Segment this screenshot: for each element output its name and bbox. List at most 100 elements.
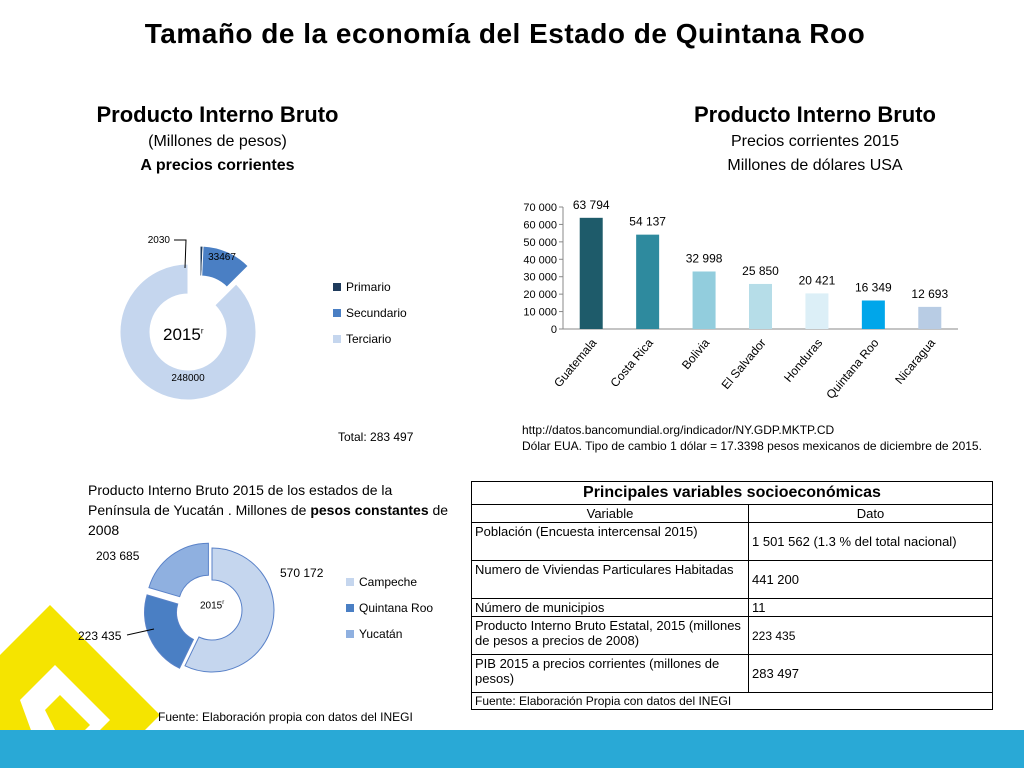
x-category-label: Costa Rica [607,336,656,390]
legend-label: Secundario [346,306,407,320]
legend-swatch [346,630,354,638]
table-header-variable: Variable [471,504,749,523]
left-chart-header: Producto Interno Bruto (Millones de peso… [80,100,355,178]
y-tick-label: 60 000 [523,219,557,231]
x-category-label: Quintana Roo [823,336,882,402]
y-tick-label: 70 000 [523,202,557,214]
x-category-label: Nicaragua [892,336,938,387]
table-cell-variable: Numero de Viviendas Particulares Habitad… [471,560,749,599]
legend-swatch [346,578,354,586]
table-footer: Fuente: Elaboración Propia con datos del… [471,692,993,710]
y-tick-label: 0 [551,324,557,336]
x-category-label: Honduras [781,336,825,385]
state-legend-item: Quintana Roo [346,599,433,617]
x-category-label: Bolivia [679,336,713,372]
table-cell-variable: PIB 2015 a precios corrientes (millones … [471,654,749,693]
bar-bolivia [692,271,716,329]
legend-label: Campeche [359,575,418,589]
table-header-dato: Dato [748,504,993,523]
y-tick-label: 40 000 [523,254,557,266]
sector-legend-item: Primario [333,278,407,296]
right-chart-header: Producto Interno Bruto Precios corriente… [665,100,965,178]
data-label-leader [126,628,155,636]
legend-label: Primario [346,280,391,294]
bar-guatemala [579,217,603,329]
legend-label: Quintana Roo [359,601,434,615]
table-row: Población (Encuesta intercensal 2015) 1 … [471,522,993,561]
left-header-line1: (Millones de pesos) [148,133,287,150]
peninsula-donut-legend: Campeche Quintana Roo Yucatán [346,573,433,651]
bar-nicaragua [918,306,942,329]
sector-donut-chart: 2030 33467 248000 [119,235,257,401]
y-tick-label: 30 000 [523,272,557,284]
socioeconomic-table: Principales variables socioeconómicas Va… [471,481,993,710]
bar-data-label: 20 421 [799,273,836,287]
donut2-center-label: 2015r [200,600,224,611]
donut2-caption-part2: de 2008 [88,502,449,538]
table-cell-variable: Población (Encuesta intercensal 2015) [471,522,749,561]
sector-legend-item: Terciario [333,330,407,348]
donut-data-label: 33467 [208,252,236,263]
donut-data-label: 223 435 [78,629,122,643]
table-cell-dato: 441 200 [748,560,993,599]
left-header-line2: A precios corrientes [140,157,295,174]
donut2-caption-bold: pesos constantes [310,502,429,518]
donut-slice-campeche [184,547,275,673]
donut-data-label: 248000 [171,373,205,384]
bottom-band [0,730,1024,768]
bar-data-label: 12 693 [911,287,948,301]
table-cell-dato: 283 497 [748,654,993,693]
bar-data-label: 16 349 [855,281,892,295]
donut-data-label: 2030 [148,235,171,246]
donut1-center-year: 2015 [163,325,201,344]
legend-swatch [333,309,341,317]
table-row: PIB 2015 a precios corrientes (millones … [471,654,993,693]
bar-data-label: 25 850 [742,264,779,278]
donut1-center-label: 2015r [163,325,204,345]
bar-costa-rica [636,234,660,329]
donut-data-label: 570 172 [280,566,324,580]
sector-donut-legend: Primario Secundario Terciario [333,278,407,356]
state-legend-item: Yucatán [346,625,433,643]
donut-slice-secundario [201,245,249,288]
table-cell-dato: 1 501 562 (1.3 % del total nacional) [748,522,993,561]
donut2-caption-part1: Producto Interno Bruto 2015 de los estad… [88,482,393,518]
legend-swatch [346,604,354,612]
table-title: Principales variables socioeconómicas [471,481,993,505]
x-category-label: Guatemala [551,336,600,390]
data-label-leader [174,239,187,269]
donut1-center-sup: r [200,326,204,336]
sector-legend-item: Secundario [333,304,407,322]
source-note: Dólar EUA. Tipo de cambio 1 dólar = 17.3… [522,439,982,453]
bar-data-label: 54 137 [629,215,666,229]
donut-data-label: 203 685 [96,549,140,563]
y-tick-label: 10 000 [523,307,557,319]
legend-swatch [333,283,341,291]
page-title: Tamaño de la economía del Estado de Quin… [144,18,866,49]
donut2-caption: Producto Interno Bruto 2015 de los estad… [88,480,458,540]
legend-label: Yucatán [359,627,403,641]
bar-chart-source: http://datos.bancomundial.org/indicador/… [522,422,992,454]
right-header-line1: Precios corrientes 2015 [730,133,900,150]
legend-label: Terciario [346,332,392,346]
state-legend-item: Campeche [346,573,433,591]
donut-slice-terciario [119,263,257,401]
table-row: Número de municipios 11 [471,598,993,617]
gdp-bar-chart: 0 10 000 20 000 30 000 40 000 50 000 60 000 70 … [523,198,958,402]
donut-slice-yucatán [148,542,209,598]
bar-el-salvador [749,283,772,329]
table-row: Numero de Viviendas Particulares Habitad… [471,560,993,599]
donut2-center-sup: r [222,600,225,606]
variables-table: Principales variables socioeconómicas Va… [471,481,993,710]
bar-data-label: 32 998 [686,251,723,265]
table-cell-variable: Producto Interno Bruto Estatal, 2015 (mi… [471,616,749,655]
y-tick-label: 50 000 [523,237,557,249]
table-cell-dato: 223 435 [748,616,993,655]
right-header-line2: Millones de dólares USA [727,157,903,174]
table-cell-variable: Número de municipios [471,598,749,617]
peninsula-donut-chart: 570 172 223 435 203 685 [78,542,324,673]
right-header-title: Producto Interno Bruto [694,102,936,127]
x-category-label: El Salvador [719,336,769,392]
y-tick-label: 20 000 [523,289,557,301]
table-row: Producto Interno Bruto Estatal, 2015 (mi… [471,616,993,655]
